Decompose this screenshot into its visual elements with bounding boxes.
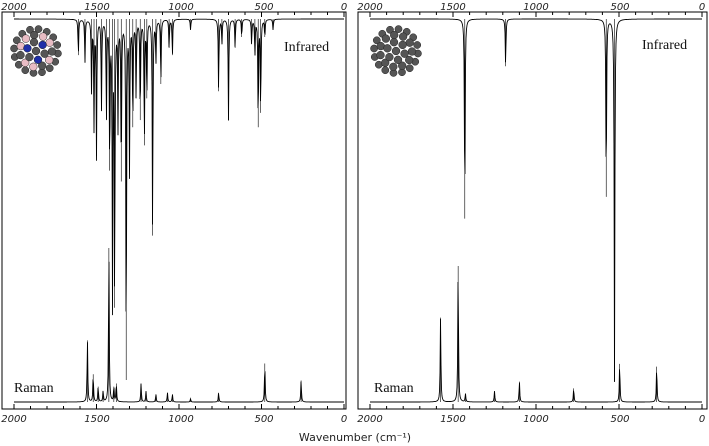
tick-label: 500 bbox=[254, 414, 273, 425]
tick-label: 2000 bbox=[357, 414, 382, 425]
infrared-label-left: Infrared bbox=[284, 40, 329, 55]
tick-label: 1500 bbox=[440, 2, 465, 13]
atom-sphere bbox=[10, 44, 18, 53]
infrared-spectrum-left bbox=[14, 18, 344, 316]
tick-label: 1500 bbox=[84, 414, 109, 425]
atom-sphere bbox=[389, 62, 398, 71]
atom-sphere bbox=[33, 55, 43, 64]
panel-left-peak-marks bbox=[78, 19, 302, 402]
atom-sphere bbox=[398, 40, 407, 50]
tick-label: 0 bbox=[341, 414, 347, 425]
atom-sphere bbox=[45, 64, 54, 73]
tick-label: 2000 bbox=[357, 2, 382, 13]
panel-right-frame bbox=[357, 11, 708, 410]
atom-sphere bbox=[370, 44, 378, 53]
atom-sphere bbox=[376, 50, 385, 60]
atom-sphere bbox=[381, 66, 390, 75]
atom-sphere bbox=[12, 36, 21, 45]
atom-sphere bbox=[390, 30, 399, 40]
atom-sphere bbox=[38, 32, 48, 41]
atom-sphere bbox=[23, 44, 32, 53]
doped-fullerene-molecule-image bbox=[10, 25, 62, 77]
atom-sphere bbox=[29, 38, 39, 47]
atom-sphere bbox=[45, 55, 54, 65]
panel-right-top-ticks: 2000 1500 1000 500 0 bbox=[357, 2, 705, 13]
raman-spectrum-right bbox=[370, 281, 702, 403]
atom-sphere bbox=[21, 58, 30, 67]
atom-sphere bbox=[16, 50, 25, 60]
tick-label: 2000 bbox=[1, 414, 26, 425]
atom-sphere bbox=[385, 52, 394, 62]
atom-sphere bbox=[383, 44, 392, 53]
atom-sphere bbox=[34, 25, 43, 33]
atom-sphere bbox=[30, 30, 39, 40]
fullerene-molecule-image bbox=[370, 25, 422, 77]
atom-sphere bbox=[405, 38, 414, 47]
atom-sphere bbox=[407, 47, 417, 56]
atom-sphere bbox=[21, 66, 30, 75]
atom-sphere bbox=[45, 38, 54, 47]
tick-label: 500 bbox=[610, 414, 629, 425]
panel-right: 2000 1500 1000 500 0 2000 1500 1000 500 … bbox=[357, 2, 708, 425]
atom-sphere bbox=[391, 46, 401, 56]
atom-sphere bbox=[53, 41, 62, 49]
tick-label: 1000 bbox=[523, 414, 548, 425]
atom-sphere bbox=[372, 36, 381, 45]
panel-left-top-ticks: 2000 1500 1000 500 0 bbox=[1, 2, 347, 13]
infrared-spectrum-right bbox=[370, 18, 702, 382]
atom-sphere bbox=[400, 49, 409, 58]
raman-spectrum-left bbox=[14, 261, 344, 403]
tick-label: 1000 bbox=[168, 2, 193, 13]
atom-sphere bbox=[386, 25, 394, 34]
tick-label: 1500 bbox=[84, 2, 109, 13]
tick-label: 0 bbox=[341, 2, 347, 13]
raman-label-left: Raman bbox=[14, 381, 54, 396]
atom-sphere bbox=[398, 32, 408, 41]
raman-label-right: Raman bbox=[374, 381, 414, 396]
panel-right-tick-marks bbox=[369, 12, 703, 409]
atom-sphere bbox=[389, 38, 399, 47]
tick-label: 1000 bbox=[168, 414, 193, 425]
tick-label: 500 bbox=[610, 2, 629, 13]
panel-left-tick-marks bbox=[13, 12, 345, 409]
panel-right-peak-marks bbox=[440, 19, 657, 402]
x-axis-label: Wavenumber (cm⁻¹) bbox=[299, 431, 411, 444]
atom-sphere bbox=[413, 41, 422, 49]
atom-sphere bbox=[29, 62, 38, 71]
atom-sphere bbox=[38, 40, 47, 50]
panel-left-frame bbox=[1, 11, 347, 410]
panel-right-bottom-ticks: 2000 1500 1000 500 0 bbox=[357, 414, 705, 425]
atom-sphere bbox=[25, 52, 34, 62]
atom-sphere bbox=[21, 34, 31, 43]
tick-label: 0 bbox=[699, 2, 705, 13]
atom-sphere bbox=[405, 64, 414, 73]
tick-label: 2000 bbox=[1, 2, 26, 13]
tick-label: 500 bbox=[254, 2, 273, 13]
atom-sphere bbox=[381, 34, 391, 43]
atom-sphere bbox=[26, 25, 34, 34]
atom-sphere bbox=[381, 58, 390, 67]
atom-sphere bbox=[31, 46, 41, 56]
atom-sphere bbox=[398, 61, 407, 70]
atom-sphere bbox=[40, 49, 49, 58]
atom-sphere bbox=[393, 55, 403, 64]
atom-sphere bbox=[394, 25, 403, 33]
panel-left: 2000 1500 1000 500 0 2000 1500 1000 500 … bbox=[1, 2, 347, 425]
infrared-label-right: Infrared bbox=[642, 38, 687, 53]
tick-label: 1500 bbox=[440, 414, 465, 425]
tick-label: 0 bbox=[699, 414, 705, 425]
atom-sphere bbox=[38, 61, 47, 70]
atom-sphere bbox=[47, 47, 57, 56]
tick-label: 1000 bbox=[523, 2, 548, 13]
atom-sphere bbox=[405, 55, 414, 65]
panel-left-bottom-ticks: 2000 1500 1000 500 0 bbox=[1, 414, 347, 425]
